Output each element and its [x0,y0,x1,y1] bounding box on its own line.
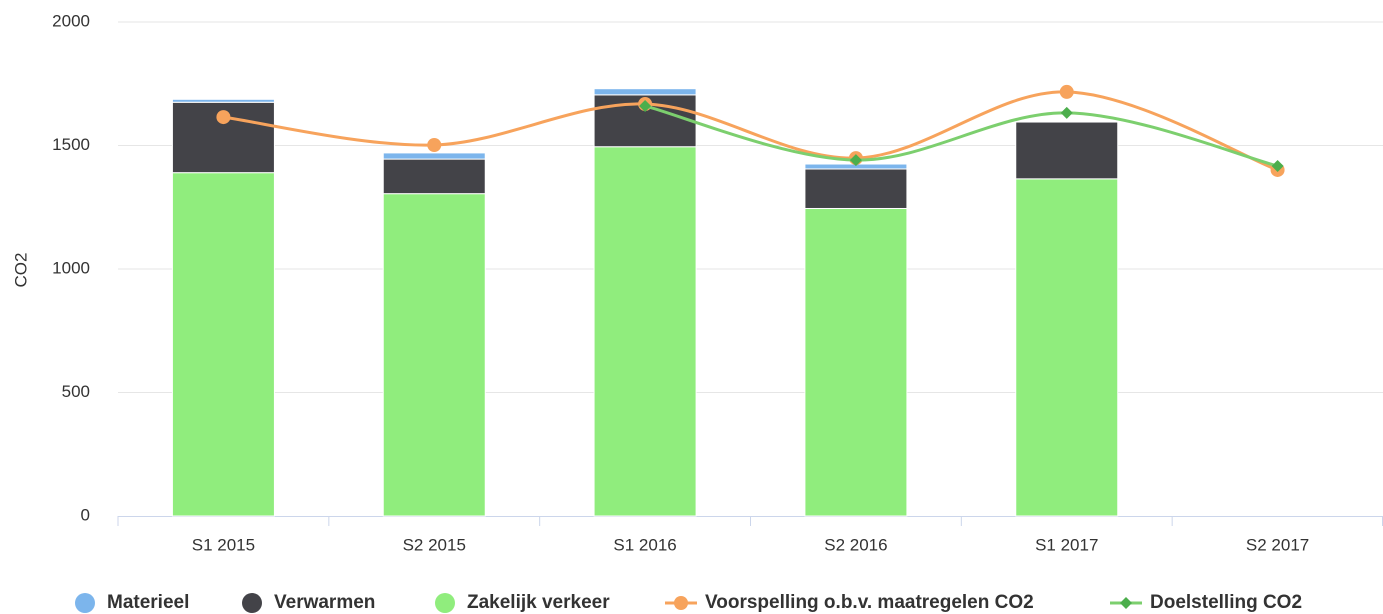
legend-label: Doelstelling CO2 [1150,592,1302,613]
line [644,104,1278,168]
bar [382,158,486,195]
marker [1060,106,1073,119]
x-tick-label: S1 2015 [192,535,255,554]
y-tick-label: 2000 [52,11,90,30]
x-tick-label: S2 2017 [1246,535,1309,554]
legend-label: Voorspelling o.b.v. maatregelen CO2 [705,592,1034,613]
legend-symbol [1120,597,1132,609]
legend-label: Zakelijk verkeer [467,592,610,613]
y-tick-label: 500 [62,382,90,401]
marker [427,138,442,153]
bar [804,168,908,209]
legend-symbol [435,593,455,613]
bar [593,146,697,517]
y-tick-label: 0 [81,505,90,524]
marker [849,154,862,167]
x-tick-label: S2 2015 [403,535,466,554]
bar [1015,121,1119,180]
bar [1015,178,1119,517]
line [223,90,1279,172]
y-tick-label: 1000 [52,258,90,277]
bar [171,172,275,517]
bar [382,193,486,517]
bar [804,207,908,517]
legend-label: Verwarmen [274,592,375,613]
y-tick-label: 1500 [52,135,90,154]
x-tick-label: S1 2016 [613,535,676,554]
legend-symbol [75,593,95,613]
legend-symbol [242,593,262,613]
marker [639,99,652,112]
x-tick-label: S2 2016 [824,535,887,554]
x-tick-label: S1 2017 [1035,535,1098,554]
marker [216,110,231,125]
legend-symbol [674,596,688,610]
marker [1059,84,1074,99]
bar [593,88,697,96]
bar [171,98,275,103]
marker [1271,160,1284,173]
y-axis-label: CO2 [11,253,30,288]
legend-label: Materieel [107,592,189,613]
bar [382,152,486,160]
